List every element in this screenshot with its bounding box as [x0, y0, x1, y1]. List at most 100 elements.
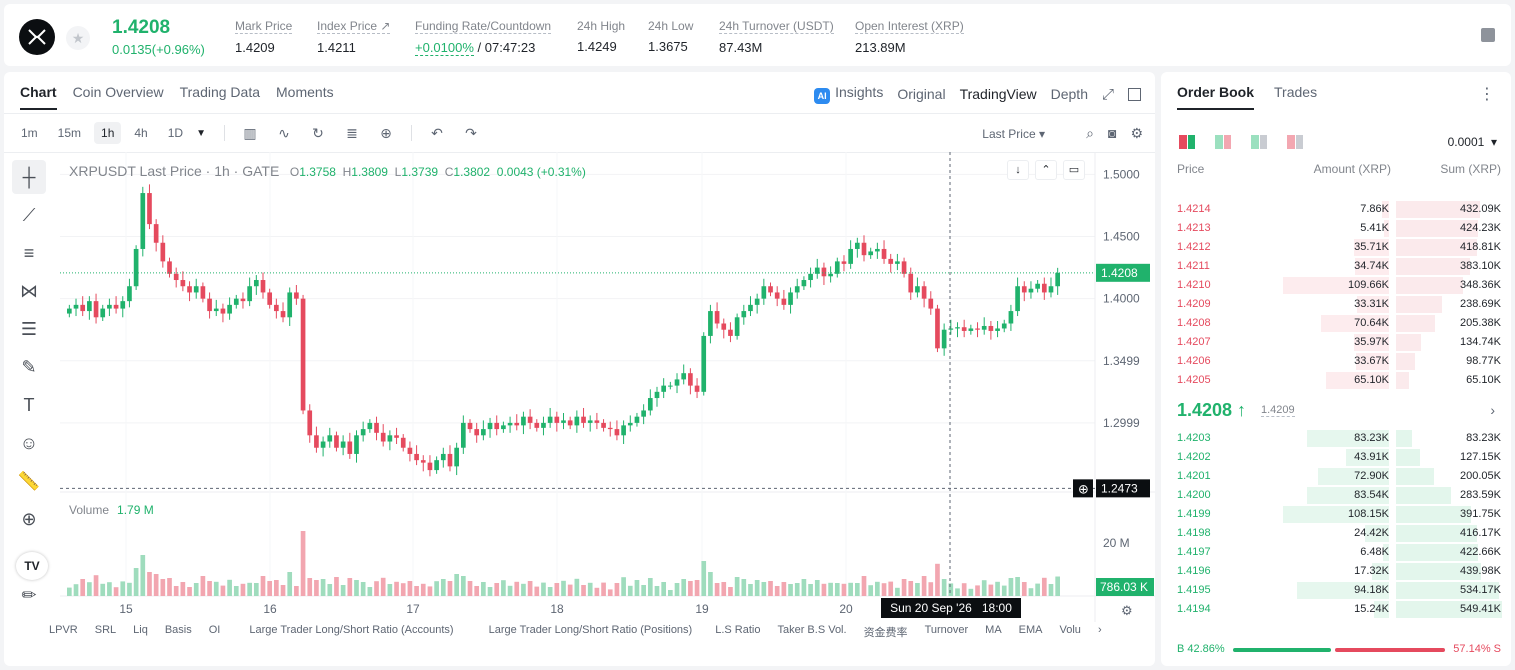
ask-row[interactable]: 1.4213 5.41K 424.23K [1161, 219, 1511, 238]
tf-15m[interactable]: 15m [57, 126, 82, 140]
more-options-icon[interactable]: ⋮ [1479, 86, 1495, 103]
precision-select[interactable]: 0.0001 ▾ [1447, 135, 1497, 149]
ind-taker-vol[interactable]: Taker B.S Vol. [777, 624, 847, 636]
ask-row[interactable]: 1.4206 33.67K 98.77K [1161, 352, 1511, 371]
ruler-tool-icon[interactable]: 📏 [17, 471, 41, 491]
tab-chart[interactable]: Chart [20, 84, 57, 110]
brush-tool-icon[interactable]: ✎ [21, 357, 37, 377]
template-icon[interactable]: ≣ [346, 125, 358, 141]
candle-body [714, 311, 720, 324]
ask-row[interactable]: 1.4211 34.74K 383.10K [1161, 257, 1511, 276]
notebook-icon[interactable] [1481, 28, 1495, 42]
zoom-tool-icon[interactable]: ⊕ [21, 509, 37, 529]
ind-lpvr[interactable]: LPVR [49, 624, 78, 636]
gear-icon[interactable]: ⚙ [1130, 125, 1143, 141]
timeframe-dropdown-icon[interactable]: ▼ [196, 127, 206, 139]
stat-index-price[interactable]: Index Price ↗ 1.4211 [317, 19, 391, 55]
ind-ls-ratio[interactable]: L.S Ratio [715, 624, 761, 636]
scroll-down-icon[interactable]: ↓ [1007, 160, 1029, 180]
volume-bar [140, 555, 146, 596]
redo-icon[interactable]: ↷ [465, 125, 477, 141]
ind-srl[interactable]: SRL [94, 624, 117, 636]
expand-icon[interactable]: ⤢ [1101, 85, 1114, 103]
refresh-icon[interactable]: ↻ [312, 125, 324, 141]
tab-coin-overview[interactable]: Coin Overview [72, 84, 164, 100]
volume-bar [227, 579, 232, 596]
view-mixed-icon[interactable] [1215, 135, 1231, 149]
tab-moments[interactable]: Moments [276, 84, 334, 100]
horizontal-lines-tool-icon[interactable]: ≡ [23, 243, 35, 263]
candle-body [641, 410, 646, 417]
ind-ema[interactable]: EMA [1018, 624, 1043, 636]
camera-icon[interactable]: ◙ [1107, 125, 1117, 141]
bid-row[interactable]: 1.4196 17.32K 439.98K [1161, 562, 1511, 581]
add-indicator-icon[interactable]: ⊕ [380, 125, 392, 141]
candle-body [861, 242, 867, 256]
tf-4h[interactable]: 4h [134, 126, 148, 140]
tf-1d[interactable]: 1D [167, 126, 184, 140]
window-icon[interactable] [1128, 87, 1141, 101]
ask-row[interactable]: 1.4210 109.66K 348.36K [1161, 276, 1511, 295]
ask-row[interactable]: 1.4209 33.31K 238.69K [1161, 295, 1511, 314]
ind-oi[interactable]: OI [208, 624, 221, 636]
ind-lt-positions[interactable]: Large Trader Long/Short Ratio (Positions… [488, 624, 693, 636]
pencil-lock-icon[interactable]: ✏ [21, 585, 37, 605]
ind-ma[interactable]: MA [985, 624, 1002, 636]
row-sum: 424.23K [1460, 222, 1501, 234]
ind-lt-accounts[interactable]: Large Trader Long/Short Ratio (Accounts) [249, 624, 454, 636]
depth-bar [1396, 430, 1412, 447]
price-source-select[interactable]: Last Price ▾ [982, 127, 1045, 141]
tab-trades[interactable]: Trades [1274, 84, 1318, 100]
bid-row[interactable]: 1.4194 15.24K 549.41K [1161, 600, 1511, 619]
tf-1m[interactable]: 1m [21, 126, 38, 140]
candle-body [1001, 323, 1007, 329]
volume-bar [641, 585, 646, 596]
bid-row[interactable]: 1.4200 83.54K 283.59K [1161, 486, 1511, 505]
tab-order-book[interactable]: Order Book [1177, 84, 1255, 110]
ask-row[interactable]: 1.4214 7.86K 432.09K [1161, 200, 1511, 219]
indicators-icon[interactable]: ∿ [278, 125, 290, 141]
view-depth[interactable]: Depth [1050, 86, 1088, 102]
tab-trading-data[interactable]: Trading Data [179, 84, 261, 100]
bid-row[interactable]: 1.4203 83.23K 83.23K [1161, 429, 1511, 448]
bid-row[interactable]: 1.4199 108.15K 391.75K [1161, 505, 1511, 524]
emoji-tool-icon[interactable]: ☺ [19, 433, 39, 453]
row-price: 1.4212 [1177, 241, 1211, 253]
bid-row[interactable]: 1.4195 94.18K 534.17K [1161, 581, 1511, 600]
text-tool-icon[interactable]: T [23, 395, 35, 415]
favorite-star-icon[interactable]: ★ [66, 26, 90, 50]
view-both-icon[interactable] [1179, 135, 1195, 149]
search-icon[interactable]: ⌕ [1086, 125, 1094, 141]
collapse-icon[interactable]: ⌃ [1035, 160, 1057, 180]
ind-funding[interactable]: 资金费率 [863, 627, 908, 639]
ind-liq[interactable]: Liq [133, 624, 148, 636]
view-asks-icon[interactable] [1287, 135, 1303, 149]
chevron-right-icon[interactable]: › [1490, 402, 1495, 418]
pattern-tool-icon[interactable]: ⋈ [20, 281, 38, 301]
view-tradingview[interactable]: TradingView [959, 86, 1037, 102]
tf-1h[interactable]: 1h [94, 122, 122, 144]
chevron-right-icon[interactable]: › [1097, 624, 1102, 636]
ask-row[interactable]: 1.4212 35.71K 418.81K [1161, 238, 1511, 257]
undo-icon[interactable]: ↶ [431, 125, 443, 141]
insights-button[interactable]: AI Insights [814, 84, 883, 104]
bid-row[interactable]: 1.4202 43.91K 127.15K [1161, 448, 1511, 467]
fib-tool-icon[interactable]: ☰ [20, 319, 38, 339]
candle-body [160, 242, 166, 262]
price-chart[interactable]: 1.5000 1.4500 1.4000 1.3499 1.2999 15 16 17 18 19… [60, 152, 1155, 622]
ind-turnover[interactable]: Turnover [924, 624, 969, 636]
bid-row[interactable]: 1.4198 24.42K 416.17K [1161, 524, 1511, 543]
ask-row[interactable]: 1.4205 65.10K 65.10K [1161, 371, 1511, 390]
ind-volume[interactable]: Volu [1059, 624, 1081, 636]
ask-row[interactable]: 1.4207 35.97K 134.74K [1161, 333, 1511, 352]
view-original[interactable]: Original [897, 86, 946, 102]
trendline-tool-icon[interactable]: ⟋ [22, 205, 36, 225]
bid-row[interactable]: 1.4201 72.90K 200.05K [1161, 467, 1511, 486]
ask-row[interactable]: 1.4208 70.64K 205.38K [1161, 314, 1511, 333]
candle-type-icon[interactable]: ▥ [243, 125, 257, 141]
ind-basis[interactable]: Basis [164, 624, 192, 636]
bid-row[interactable]: 1.4197 6.48K 422.66K [1161, 543, 1511, 562]
fit-icon[interactable]: ▭ [1063, 160, 1085, 180]
crosshair-tool-icon[interactable]: ┼ [12, 160, 46, 194]
view-bids-icon[interactable] [1251, 135, 1267, 149]
